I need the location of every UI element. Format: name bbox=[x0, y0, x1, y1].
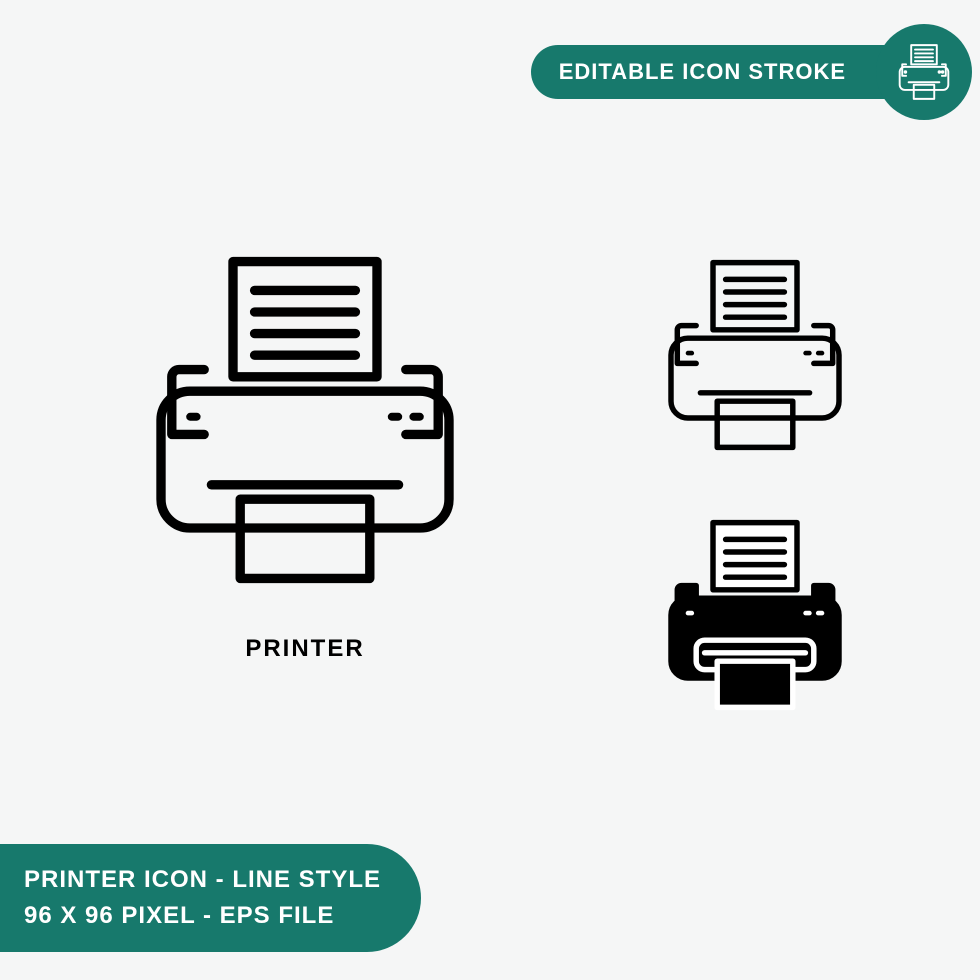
top-badge: EDITABLE ICON STROKE bbox=[483, 24, 980, 120]
bottom-badge-line1: PRINTER ICON - LINE STYLE bbox=[24, 862, 381, 898]
top-badge-icon-circle bbox=[876, 24, 972, 120]
printer-icon bbox=[650, 510, 860, 720]
top-badge-label: EDITABLE ICON STROKE bbox=[531, 45, 924, 99]
printer-icon bbox=[125, 240, 485, 600]
bottom-badge-line2: 96 X 96 PIXEL - EPS FILE bbox=[24, 898, 381, 934]
variant-outline-small bbox=[650, 250, 860, 465]
variant-solid-small bbox=[650, 510, 860, 725]
main-icon-label: PRINTER bbox=[125, 635, 485, 663]
printer-icon bbox=[892, 40, 956, 104]
printer-icon bbox=[650, 250, 860, 460]
bottom-badge: PRINTER ICON - LINE STYLE 96 X 96 PIXEL … bbox=[0, 844, 421, 952]
main-icon-block: PRINTER bbox=[125, 240, 485, 663]
